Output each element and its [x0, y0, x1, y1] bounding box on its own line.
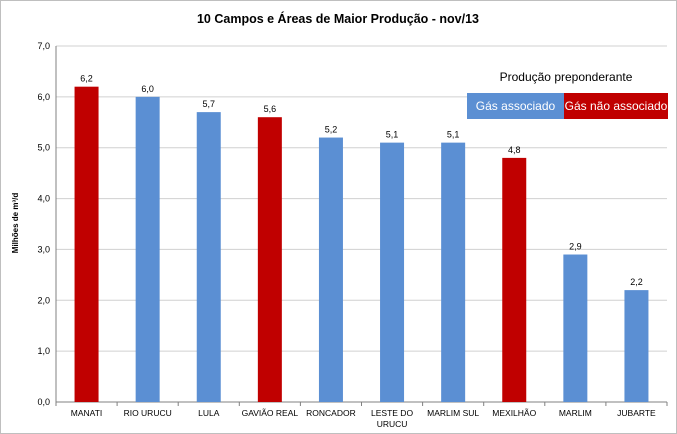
- legend-title: Produção preponderante: [499, 70, 633, 84]
- x-tick-label: GAVIÃO REAL: [242, 408, 299, 418]
- data-label: 6,2: [80, 74, 93, 84]
- data-label: 4,8: [508, 145, 521, 155]
- data-label: 5,6: [264, 104, 277, 114]
- x-tick-label: MANATI: [71, 408, 102, 418]
- x-tick-label: RONCADOR: [306, 408, 356, 418]
- x-tick-label: RIO URUCU: [124, 408, 172, 418]
- data-label: 5,7: [202, 99, 215, 109]
- chart-title: 10 Campos e Áreas de Maior Produção - no…: [197, 11, 479, 26]
- bars: [74, 86, 649, 403]
- tick-labels: 0,0 1,0 2,0 3,0 4,0 5,0 6,0 7,0 MANATI RIO URUCU L…: [37, 41, 656, 429]
- x-tick-label: MEXILHÃO: [492, 408, 536, 418]
- x-tick-label: LULA: [198, 408, 220, 418]
- data-label: 5,2: [325, 125, 338, 135]
- bar: [318, 137, 343, 403]
- y-tick-label: 2,0: [37, 295, 50, 305]
- data-label: 2,2: [630, 277, 643, 287]
- y-axis-title: Milhões de m³/d: [11, 193, 20, 254]
- data-label: 6,0: [141, 84, 154, 94]
- bar: [441, 142, 466, 402]
- x-tick-label: MARLIM SUL: [427, 408, 479, 418]
- bar: [74, 86, 99, 402]
- bar: [563, 254, 588, 402]
- bar: [135, 96, 160, 402]
- x-tick-label: MARLIM: [559, 408, 592, 418]
- y-tick-label: 5,0: [37, 143, 50, 153]
- data-label: 2,9: [569, 242, 582, 252]
- bar: [257, 117, 282, 402]
- legend-item-gas-nao-associado: Gás não associado: [564, 93, 668, 119]
- data-label: 5,1: [447, 130, 460, 140]
- data-label: 5,1: [386, 130, 399, 140]
- bar: [196, 112, 221, 402]
- y-tick-label: 7,0: [37, 41, 50, 51]
- y-tick-label: 6,0: [37, 92, 50, 102]
- bar: [624, 290, 649, 402]
- y-tick-label: 3,0: [37, 244, 50, 254]
- y-tick-label: 0,0: [37, 397, 50, 407]
- legend-item-gas-associado: Gás associado: [467, 93, 564, 119]
- data-labels: 6,2 6,0 5,7 5,6 5,2 5,1 5,1 4,8 2,9 2,2: [80, 74, 642, 287]
- bar: [502, 157, 527, 402]
- y-tick-label: 1,0: [37, 346, 50, 356]
- bar: [380, 142, 405, 402]
- x-tick-label: LESTE DO URUCU: [371, 408, 413, 429]
- y-tick-label: 4,0: [37, 194, 50, 204]
- x-tick-label: JUBARTE: [617, 408, 656, 418]
